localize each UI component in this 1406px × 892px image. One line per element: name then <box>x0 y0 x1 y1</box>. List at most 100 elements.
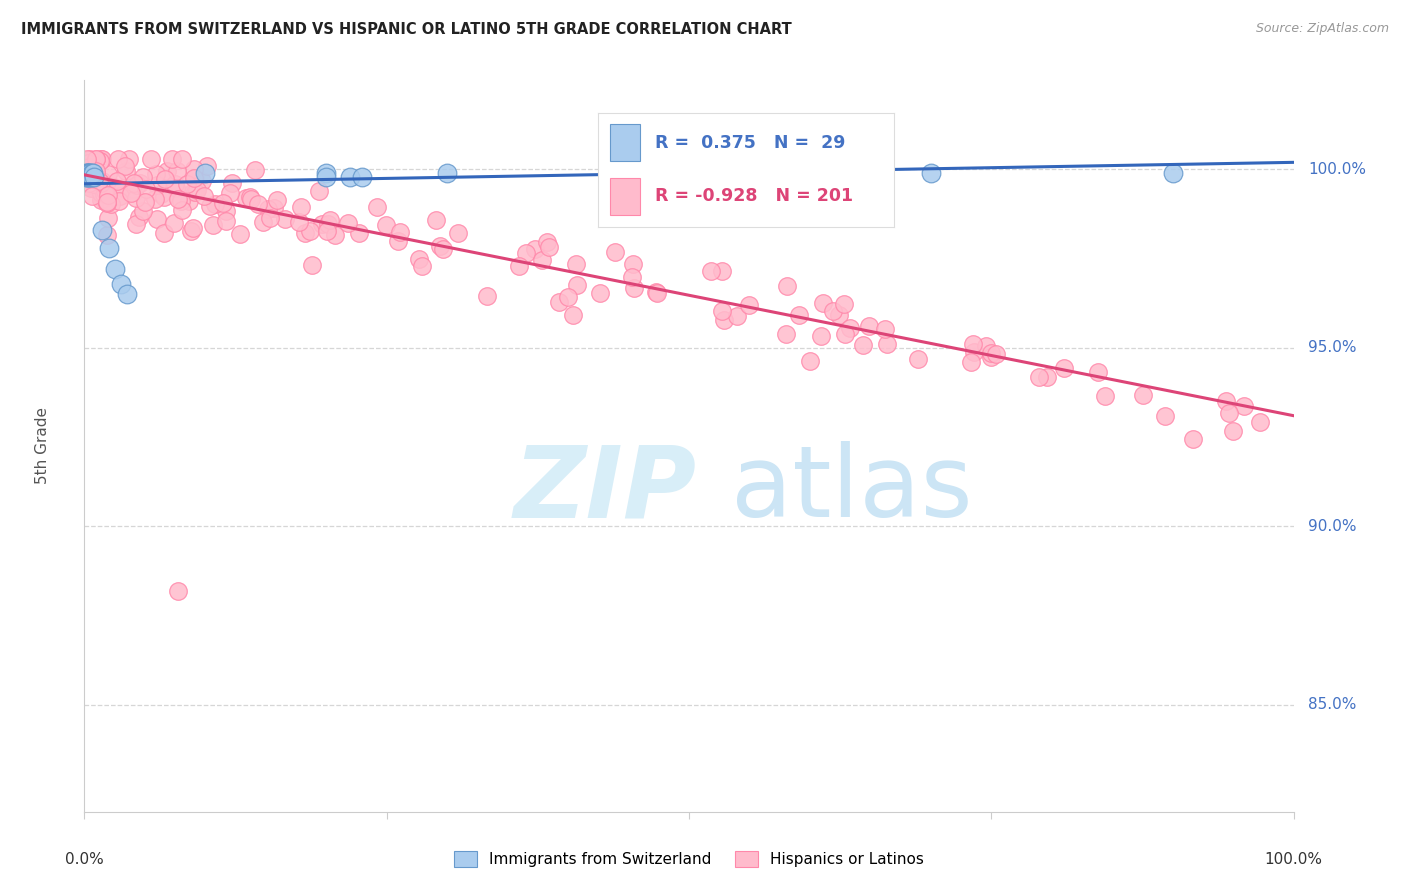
Point <box>308 184 330 198</box>
Point <box>83 178 105 192</box>
Point <box>75 154 97 169</box>
Point <box>239 190 262 204</box>
Point <box>436 166 458 180</box>
Point <box>87 182 110 196</box>
Point <box>290 200 312 214</box>
Point <box>82 166 104 180</box>
Point <box>711 303 734 318</box>
Point <box>77 166 100 180</box>
Point <box>589 286 612 301</box>
Point <box>194 166 217 180</box>
Point <box>1036 369 1059 384</box>
Point <box>1053 361 1076 376</box>
Point <box>623 281 645 295</box>
Point <box>411 260 433 274</box>
Point <box>1087 366 1109 380</box>
Point <box>246 196 269 211</box>
Point <box>1218 406 1240 420</box>
Point <box>114 159 136 173</box>
Point <box>920 166 942 180</box>
Point <box>266 193 288 207</box>
Point <box>183 170 205 185</box>
Point <box>834 297 856 311</box>
Point <box>80 180 103 194</box>
Point <box>180 223 202 237</box>
Point <box>82 171 104 186</box>
Point <box>150 186 173 201</box>
Point <box>156 164 179 178</box>
Point <box>89 153 111 168</box>
Point <box>858 319 880 334</box>
Point <box>621 269 644 284</box>
Point <box>644 285 666 300</box>
Point <box>115 287 138 301</box>
Point <box>201 218 224 232</box>
Point <box>181 221 204 235</box>
Point <box>429 239 451 253</box>
Point <box>603 244 626 259</box>
Point <box>565 278 588 293</box>
Point <box>80 169 103 184</box>
Point <box>315 169 337 184</box>
Point <box>105 174 128 188</box>
Point <box>711 264 734 278</box>
Point <box>90 186 112 200</box>
Point <box>131 204 153 219</box>
Point <box>531 253 554 268</box>
Point <box>515 246 537 260</box>
Point <box>974 339 997 353</box>
Point <box>153 227 176 241</box>
Point <box>738 298 761 312</box>
Point <box>77 169 100 184</box>
Point <box>183 161 205 176</box>
Point <box>561 308 583 322</box>
Point <box>287 215 309 229</box>
Point <box>323 227 346 242</box>
Point <box>1233 399 1256 413</box>
Point <box>97 187 120 202</box>
Point <box>316 224 339 238</box>
Text: 100.0%: 100.0% <box>1308 162 1367 177</box>
Point <box>84 166 107 180</box>
Point <box>160 152 183 166</box>
Point <box>172 203 194 218</box>
Point <box>347 226 370 240</box>
Point <box>96 228 118 243</box>
Point <box>143 192 166 206</box>
Point <box>75 166 97 180</box>
Point <box>90 152 112 166</box>
Point <box>77 169 100 184</box>
Point <box>962 336 984 351</box>
Point <box>339 169 361 184</box>
Text: 5th Grade: 5th Grade <box>35 408 49 484</box>
Point <box>84 152 107 166</box>
Point <box>128 211 150 225</box>
Point <box>557 289 579 303</box>
Point <box>215 214 238 228</box>
Point <box>84 164 107 178</box>
Point <box>115 164 138 178</box>
Point <box>301 258 323 272</box>
Point <box>1094 389 1116 403</box>
Point <box>77 156 100 170</box>
Point <box>86 178 108 192</box>
Point <box>124 176 146 190</box>
Point <box>110 277 132 291</box>
Point <box>775 279 797 293</box>
Point <box>82 176 104 190</box>
Point <box>274 212 297 227</box>
Point <box>1249 415 1271 429</box>
Point <box>77 166 100 180</box>
Point <box>212 196 235 211</box>
Point <box>564 257 586 271</box>
Point <box>787 308 810 322</box>
Point <box>145 167 167 181</box>
Point <box>425 213 447 227</box>
Point <box>366 200 388 214</box>
Point <box>108 189 131 203</box>
Point <box>90 194 112 208</box>
Point <box>107 152 129 166</box>
Point <box>388 225 411 239</box>
Text: 0.0%: 0.0% <box>65 852 104 867</box>
Point <box>127 178 149 193</box>
